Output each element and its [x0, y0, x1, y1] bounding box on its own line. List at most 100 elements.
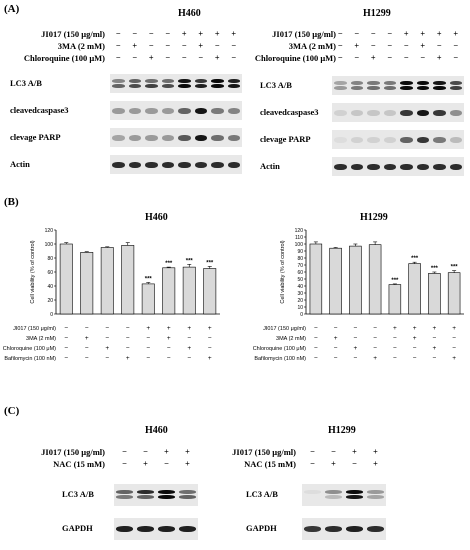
condition-sign: − — [105, 325, 110, 332]
condition-sign: + — [105, 345, 110, 352]
treatment-sign: + — [453, 29, 459, 38]
significance-label: *** — [186, 258, 194, 264]
y-axis-label: Cell viability (% of control) — [280, 240, 286, 303]
condition-sign: − — [392, 355, 397, 362]
blot-label: GAPDH — [246, 523, 277, 533]
treatment-sign: + — [352, 447, 357, 456]
blot-band — [367, 85, 380, 90]
blot-band — [449, 163, 462, 170]
y-tick-label: 10 — [297, 305, 303, 311]
blot-band — [433, 109, 446, 116]
condition-sign: − — [105, 355, 110, 362]
condition-sign: − — [166, 355, 171, 362]
treatment-label: NAC (15 mM) — [53, 459, 105, 469]
blot-band — [178, 78, 191, 83]
y-tick-label: 0 — [300, 312, 303, 318]
treatment-sign: − — [165, 41, 171, 50]
blot-band — [367, 136, 380, 143]
treatment-label: Chloroquine (100 μM) — [254, 53, 336, 63]
condition-sign: − — [187, 335, 192, 342]
treatment-sign: + — [420, 41, 426, 50]
chart-h460: Cell viability (% of control) 0 20 40 60 80 10… — [30, 228, 220, 318]
blot-band — [383, 163, 396, 170]
blot-band — [350, 136, 363, 143]
treatment-sign: + — [148, 53, 154, 62]
blot-band — [137, 490, 154, 494]
condition-label: Chloroquine (100 μM) — [252, 346, 306, 352]
blot-band — [128, 134, 141, 141]
treatment-sign: − — [122, 459, 127, 468]
condition-label: Bafilomycin (100 nM) — [4, 356, 56, 362]
blot-band — [161, 161, 174, 168]
treatment-sign: − — [143, 447, 148, 456]
blot-band — [383, 85, 396, 90]
blot-band — [158, 490, 175, 494]
treatment-sign: − — [164, 459, 169, 468]
condition-sign: − — [207, 335, 212, 342]
bar — [447, 272, 461, 315]
treatment-sign: + — [143, 459, 148, 468]
condition-sign: − — [125, 325, 130, 332]
condition-sign: − — [373, 325, 378, 332]
condition-sign: + — [125, 355, 130, 362]
blot-band — [383, 136, 396, 143]
blot-image — [110, 74, 242, 93]
condition-sign: − — [452, 345, 457, 352]
condition-label: JI017 (150 μg/ml) — [13, 326, 56, 332]
bar — [141, 283, 155, 315]
y-tick-label: 40 — [297, 284, 303, 290]
condition-sign: − — [84, 345, 89, 352]
blot-band — [145, 78, 158, 83]
condition-label: Bafilomycin (100 nM) — [254, 356, 306, 362]
blot-band — [112, 134, 125, 141]
bar — [162, 267, 176, 315]
treatment-sign: − — [370, 41, 376, 50]
condition-sign: + — [392, 325, 397, 332]
condition-sign: − — [125, 345, 130, 352]
treatment-sign: − — [181, 53, 187, 62]
treatment-label: 3MA (2 mM) — [288, 41, 336, 51]
y-tick-label: 90 — [297, 249, 303, 255]
condition-sign: + — [373, 355, 378, 362]
treatment-sign: − — [115, 41, 121, 50]
treatment-sign: − — [198, 53, 204, 62]
chart-h1299: Cell viability (% of control) 01020304050… — [280, 228, 464, 318]
bar — [388, 284, 402, 315]
panel-a-right-title: H1299 — [363, 8, 391, 19]
condition-sign: − — [333, 355, 338, 362]
y-tick-label: 120 — [45, 228, 54, 234]
blot-band — [211, 134, 224, 141]
blot-band — [350, 163, 363, 170]
blot-band — [304, 495, 321, 499]
condition-sign: + — [84, 335, 89, 342]
condition-sign: − — [64, 325, 69, 332]
bar — [428, 273, 441, 315]
bar — [121, 245, 135, 315]
blot-band — [178, 107, 191, 114]
treatment-sign: − — [148, 41, 154, 50]
condition-sign: − — [333, 325, 338, 332]
condition-sign: − — [64, 335, 69, 342]
y-tick-label: 60 — [297, 270, 303, 276]
bar — [408, 263, 421, 315]
y-tick-label: 40 — [47, 284, 53, 290]
treatment-sign: + — [164, 447, 169, 456]
blot-band — [137, 495, 154, 499]
condition-sign: − — [125, 335, 130, 342]
blot-band — [383, 80, 396, 85]
condition-sign: − — [392, 345, 397, 352]
blot-band — [128, 161, 141, 168]
treatment-label: JI017 (150 μg/ml) — [41, 29, 105, 39]
condition-sign: − — [84, 355, 89, 362]
blot-band — [400, 80, 413, 85]
blot-band — [350, 109, 363, 116]
blot-image — [110, 101, 242, 120]
condition-sign: − — [412, 355, 417, 362]
condition-sign: + — [412, 335, 417, 342]
condition-sign: − — [412, 345, 417, 352]
condition-sign: − — [313, 325, 318, 332]
blot-band — [449, 85, 462, 90]
y-tick-label: 100 — [295, 242, 304, 248]
blot-band — [304, 526, 321, 532]
condition-sign: + — [452, 355, 457, 362]
